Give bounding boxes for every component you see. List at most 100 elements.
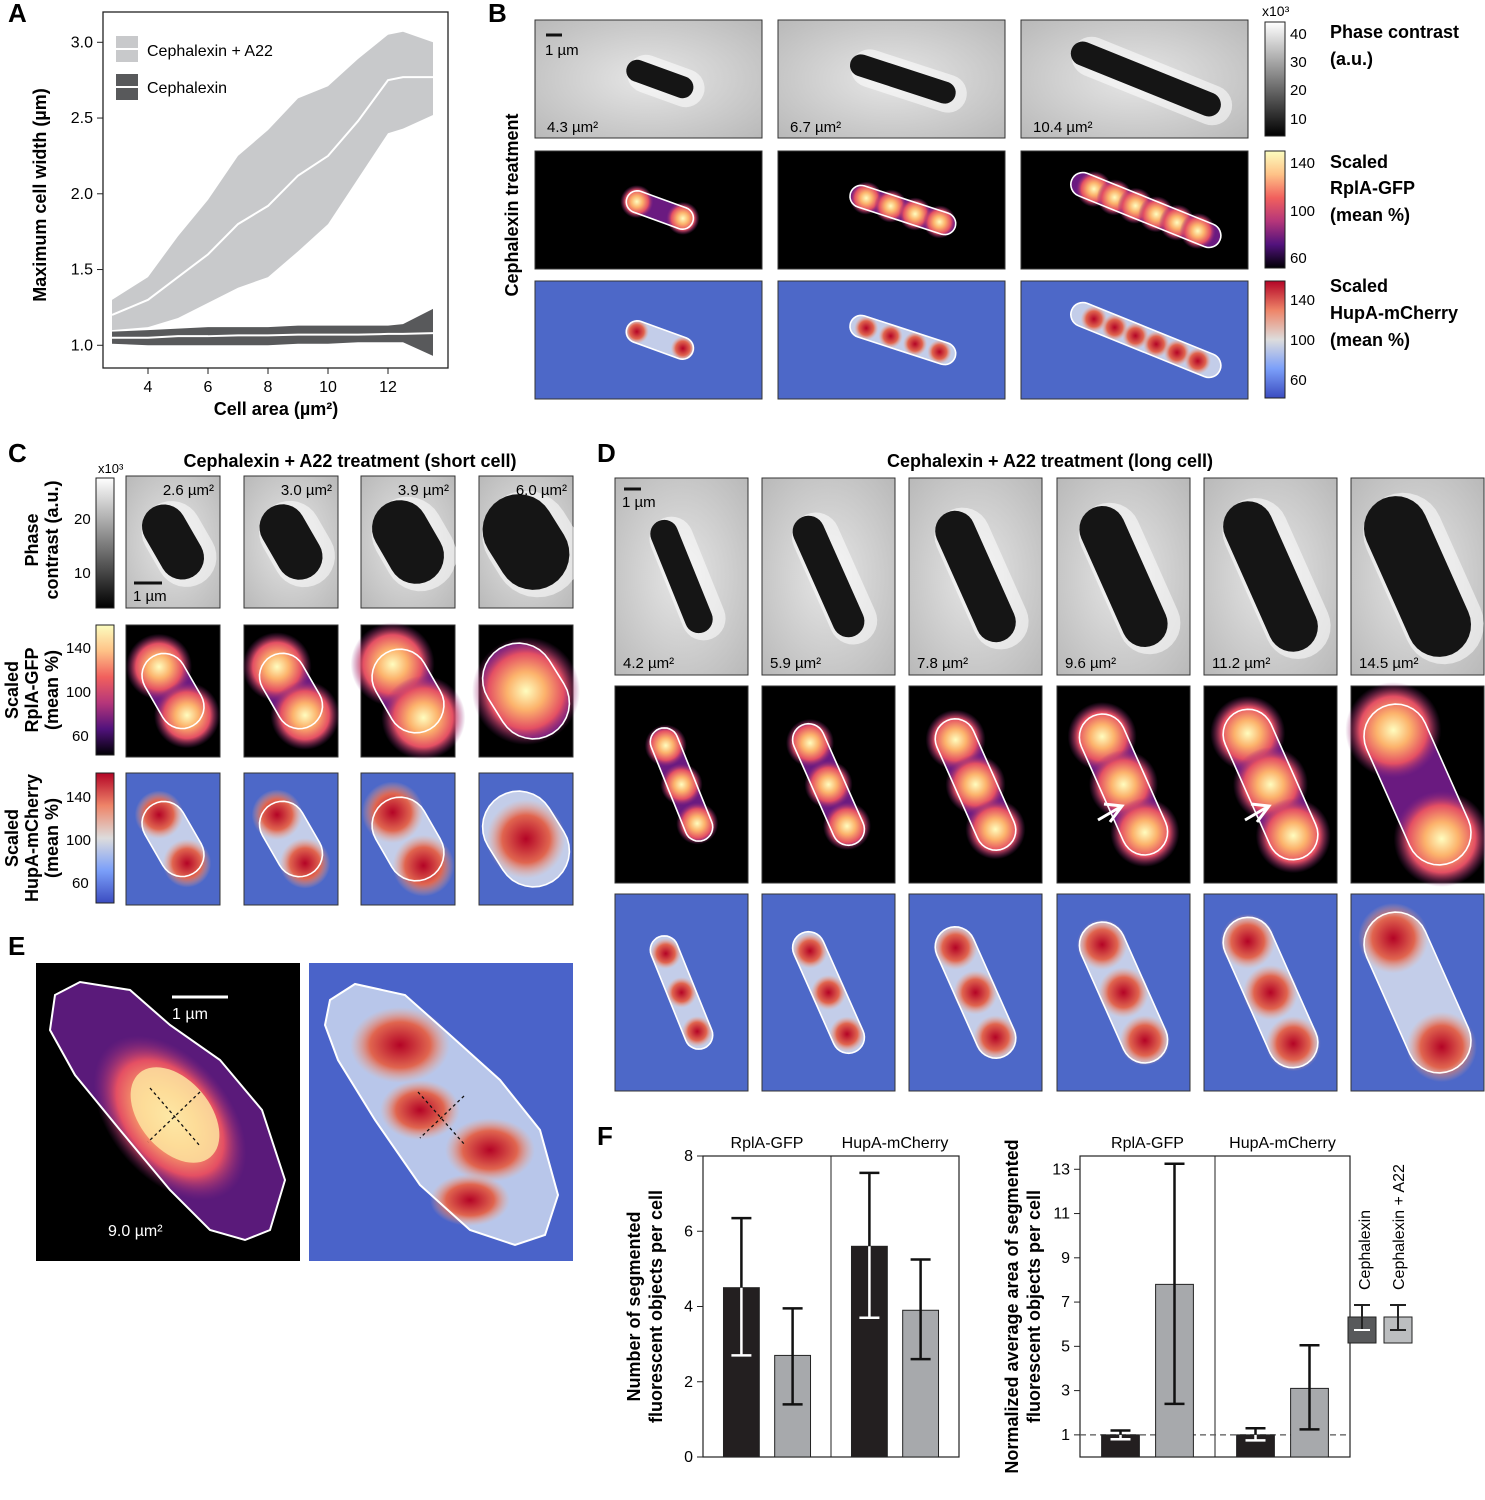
colorbar-mcherry-tick: 60 [1290, 372, 1307, 389]
fluorescent-focus [1265, 1016, 1321, 1072]
group-label: RplA-GFP [731, 1135, 804, 1152]
panel-c-title: Cephalexin + A22 treatment (short cell) [184, 451, 517, 471]
cell-outline [1069, 171, 1222, 249]
panel-label-c: C [8, 438, 27, 468]
cell-outline [258, 652, 324, 730]
cell-outline [1363, 703, 1472, 866]
micrograph-gfp [908, 685, 1043, 884]
chart-a-legend: Cephalexin + A22 Cephalexin [116, 36, 273, 100]
colorbar-phase-tick: 40 [1290, 26, 1307, 43]
fluorescent-focus [1184, 347, 1211, 375]
y-tick-label: 0 [684, 1449, 693, 1466]
panel-e-gfp-cell [48, 980, 287, 1242]
cell-body [935, 510, 1016, 643]
y-tick-label: 9 [1061, 1250, 1070, 1267]
fluorescent-focus [829, 1016, 865, 1052]
y-tick-label: 5 [1061, 1338, 1070, 1355]
micrograph-phase [761, 477, 896, 676]
colorbar-gfp-gradient [1264, 150, 1286, 269]
micrograph-phase [478, 475, 582, 609]
cell-outline [849, 314, 957, 366]
micrograph-mch [478, 772, 574, 906]
cell-body [142, 504, 204, 580]
cell-outline [625, 189, 695, 231]
panel-b-colorbar-gfp: 140 100 60 Scaled RplA-GFP (mean %) [1264, 150, 1415, 269]
fluorescent-focus [810, 974, 847, 1011]
row-label-mcherry: Scaled [2, 809, 22, 867]
legend-f-label-a22: Cephalexin + A22 [1391, 1164, 1408, 1290]
band-series-1 [112, 308, 433, 356]
y-tick-label: 1 [1061, 1427, 1070, 1444]
x-tick-label: 4 [144, 379, 153, 396]
micrograph-mch [761, 893, 896, 1092]
colorbar-gfp-tick: 60 [1290, 250, 1307, 267]
micrograph-gfp [242, 624, 340, 758]
fluorescent-focus [486, 799, 566, 879]
colorbar-c-phase [95, 477, 115, 609]
cell-area-label: 9.6 µm² [1065, 655, 1116, 672]
fluorescent-focus [624, 319, 649, 344]
mean-line-series-0 [111, 76, 433, 316]
fluorescent-focus [681, 1016, 713, 1047]
band-series-0 [112, 31, 433, 331]
colorbar-gfp-title: (mean %) [1330, 205, 1410, 225]
row-label-phase: Phase [22, 513, 42, 566]
colorbar-mcherry-title: HupA-mCherry [1330, 303, 1458, 323]
cell-outline [649, 935, 714, 1050]
cell-outline [481, 642, 571, 740]
fluorescent-focus [933, 925, 978, 970]
micrograph-mch [360, 772, 456, 906]
colorbar-gfp-title: RplA-GFP [1330, 178, 1415, 198]
micrograph-gfp [534, 150, 763, 270]
colorbar-c-phase-tick: 20 [74, 511, 91, 528]
y-axis-label: fluorescent objects per cell [646, 1190, 666, 1423]
fluorescent-focus [1101, 314, 1128, 341]
colorbar-mcherry-tick: 100 [1290, 332, 1315, 349]
micrograph-mch [534, 280, 763, 400]
fluorescent-focus [792, 933, 828, 969]
panel-label-a: A [8, 0, 27, 28]
panel-label-e: E [8, 931, 25, 961]
fluorescent-focus [251, 789, 303, 841]
panel-f-bar-charts: RplA-GFP HupA-mCherry 0 2 4 6 8 Number of segme… [624, 1135, 1351, 1474]
cell-area-label: 3.9 µm² [398, 482, 449, 499]
row-label-gfp: RplA-GFP [22, 648, 42, 733]
x-tick-label: 12 [379, 379, 397, 396]
chart-a-ticks: 4 6 8 10 12 1.0 1.5 2.0 2.5 3.0 [71, 34, 397, 396]
fluorescent-focus [878, 323, 903, 349]
cell-outline [1078, 921, 1169, 1064]
micrograph-phase [614, 477, 749, 676]
cell-outline [1222, 916, 1319, 1069]
y-tick-label: 2.0 [71, 186, 93, 203]
cell-outline [849, 184, 957, 236]
cell-outline [1078, 713, 1169, 856]
fluorescent-focus [279, 837, 331, 889]
y-tick-label: 7 [1061, 1294, 1070, 1311]
cell-area-label: 3.0 µm² [281, 482, 332, 499]
fluorescent-focus [1119, 1015, 1171, 1066]
row-label-mcherry: (mean %) [42, 798, 62, 878]
colorbar-c-gfp-tick: 100 [66, 684, 91, 701]
colorbar-c-mch-tick: 140 [66, 789, 91, 806]
micrograph-phase [1350, 477, 1485, 676]
panel-d-title: Cephalexin + A22 treatment (long cell) [887, 451, 1213, 471]
cell-outline [625, 319, 695, 361]
chart-a-bands [111, 31, 434, 356]
colorbar-phase-tick: 30 [1290, 54, 1307, 71]
micrograph-mch [125, 772, 221, 906]
cell-area-label: 6.0 µm² [516, 482, 567, 499]
y-tick-label: 13 [1052, 1161, 1070, 1178]
panel-c-row-labels: Phase contrast (a.u.) Scaled RplA-GFP (m… [2, 480, 62, 902]
panel-label-f: F [597, 1121, 613, 1151]
fluorescent-focus [1345, 682, 1442, 779]
cell-outline [371, 796, 445, 882]
colorbar-c-gfp [95, 624, 115, 756]
cell-body [372, 500, 444, 584]
y-axis-label: Normalized average area of segmented [1002, 1139, 1022, 1473]
colorbar-phase-exponent: x10³ [1262, 3, 1290, 19]
micrograph-gfp [1203, 685, 1338, 884]
panel-d: Cephalexin + A22 treatment (long cell) 4… [614, 451, 1485, 1092]
cell-outline [1069, 301, 1222, 379]
micrograph-phase [1020, 19, 1249, 139]
cell-area-label: 11.2 µm² [1212, 655, 1270, 672]
